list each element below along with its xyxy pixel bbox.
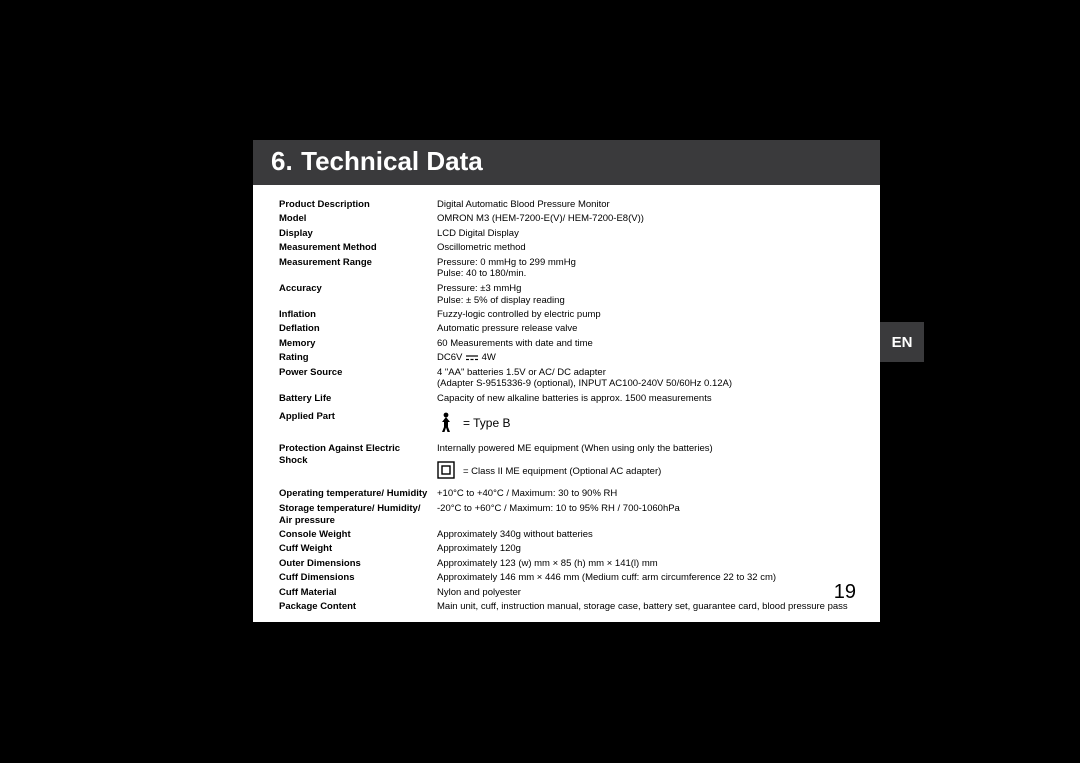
spec-row: Console WeightApproximately 340g without… <box>279 529 860 541</box>
protection-line2: = Class II ME equipment (Optional AC ada… <box>437 461 860 483</box>
spec-label: Deflation <box>279 323 437 335</box>
spec-row: Power Source4 "AA" batteries 1.5V or AC/… <box>279 367 860 391</box>
spec-label: Measurement Method <box>279 242 437 254</box>
section-title: Technical Data <box>301 146 483 176</box>
section-header: 6. Technical Data <box>253 140 880 185</box>
spec-value: Capacity of new alkaline batteries is ap… <box>437 393 860 405</box>
spec-row: DisplayLCD Digital Display <box>279 228 860 240</box>
spec-label: Display <box>279 228 437 240</box>
spec-label: Accuracy <box>279 283 437 295</box>
spec-row: ModelOMRON M3 (HEM-7200-E(V)/ HEM-7200-E… <box>279 213 860 225</box>
spec-row: DeflationAutomatic pressure release valv… <box>279 323 860 335</box>
spec-row: Cuff WeightApproximately 120g <box>279 543 860 555</box>
spec-label: Operating temperature/ Humidity <box>279 488 437 500</box>
spec-label: Protection Against Electric Shock <box>279 443 437 467</box>
spec-row: Storage temperature/ Humidity/ Air press… <box>279 503 860 527</box>
spec-row: Measurement RangePressure: 0 mmHg to 299… <box>279 257 860 281</box>
spec-value: +10°C to +40°C / Maximum: 30 to 90% RH <box>437 488 860 500</box>
spec-row: Cuff MaterialNylon and polyester <box>279 587 860 599</box>
spec-value: LCD Digital Display <box>437 228 860 240</box>
applied-part-text: = Type B <box>463 416 510 431</box>
note-text: Subject to technical modification withou… <box>310 627 566 639</box>
spec-label: Model <box>279 213 437 225</box>
spec-row: Cuff DimensionsApproximately 146 mm × 44… <box>279 572 860 584</box>
spec-value: Oscillometric method <box>437 242 860 254</box>
spec-label: Outer Dimensions <box>279 558 437 570</box>
spec-row: Product DescriptionDigital Automatic Blo… <box>279 199 860 211</box>
spec-row: RatingDC6V 4W <box>279 352 860 364</box>
spec-row: Package ContentMain unit, cuff, instruct… <box>279 601 860 613</box>
spec-label: Inflation <box>279 309 437 321</box>
spec-label: Package Content <box>279 601 437 613</box>
spec-value: = Type B <box>437 411 860 437</box>
spec-value: Pressure: ±3 mmHgPulse: ± 5% of display … <box>437 283 860 307</box>
spec-label: Memory <box>279 338 437 350</box>
footnote: Note: Subject to technical modification … <box>279 627 880 639</box>
spec-row: AccuracyPressure: ±3 mmHgPulse: ± 5% of … <box>279 283 860 307</box>
spec-row: InflationFuzzy-logic controlled by elect… <box>279 309 860 321</box>
page-number: 19 <box>834 581 856 604</box>
section-number: 6. <box>271 146 293 176</box>
spec-value: 4 "AA" batteries 1.5V or AC/ DC adapter(… <box>437 367 860 391</box>
spec-value: Internally powered ME equipment (When us… <box>437 443 860 483</box>
note-label: Note: <box>279 627 307 639</box>
spec-row: Operating temperature/ Humidity+10°C to … <box>279 488 860 500</box>
spec-row: Memory60 Measurements with date and time <box>279 338 860 350</box>
spec-value: -20°C to +60°C / Maximum: 10 to 95% RH /… <box>437 503 860 515</box>
spec-label: Battery Life <box>279 393 437 405</box>
spec-value: Digital Automatic Blood Pressure Monitor <box>437 199 860 211</box>
spec-value: 60 Measurements with date and time <box>437 338 860 350</box>
spec-row: Protection Against Electric ShockInterna… <box>279 443 860 483</box>
spec-label: Product Description <box>279 199 437 211</box>
spec-label: Console Weight <box>279 529 437 541</box>
spec-label: Rating <box>279 352 437 364</box>
protection-line1: Internally powered ME equipment (When us… <box>437 443 860 455</box>
spec-label: Cuff Material <box>279 587 437 599</box>
spec-value: Pressure: 0 mmHg to 299 mmHgPulse: 40 to… <box>437 257 860 281</box>
spec-label: Applied Part <box>279 411 437 423</box>
spec-value: Main unit, cuff, instruction manual, sto… <box>437 601 860 613</box>
spec-value: Approximately 123 (w) mm × 85 (h) mm × 1… <box>437 558 860 570</box>
spec-row: Battery LifeCapacity of new alkaline bat… <box>279 393 860 405</box>
spec-label: Measurement Range <box>279 257 437 269</box>
spec-value: Approximately 120g <box>437 543 860 555</box>
spec-value: Approximately 146 mm × 446 mm (Medium cu… <box>437 572 860 584</box>
language-tab: EN <box>880 322 924 362</box>
spec-value: OMRON M3 (HEM-7200-E(V)/ HEM-7200-E8(V)) <box>437 213 860 225</box>
class-ii-icon <box>437 461 455 483</box>
spec-value: Approximately 340g without batteries <box>437 529 860 541</box>
type-b-icon <box>437 411 455 437</box>
spec-label: Storage temperature/ Humidity/ Air press… <box>279 503 437 527</box>
spec-row: Outer DimensionsApproximately 123 (w) mm… <box>279 558 860 570</box>
spec-label: Power Source <box>279 367 437 379</box>
spec-row: Applied Part = Type B <box>279 411 860 437</box>
specs-table: Product DescriptionDigital Automatic Blo… <box>253 185 880 613</box>
manual-page: 6. Technical Data Product DescriptionDig… <box>253 140 880 622</box>
spec-label: Cuff Dimensions <box>279 572 437 584</box>
spec-value: Nylon and polyester <box>437 587 860 599</box>
spec-row: Measurement MethodOscillometric method <box>279 242 860 254</box>
spec-value: Automatic pressure release valve <box>437 323 860 335</box>
spec-value: Fuzzy-logic controlled by electric pump <box>437 309 860 321</box>
spec-label: Cuff Weight <box>279 543 437 555</box>
spec-value: DC6V 4W <box>437 352 860 364</box>
